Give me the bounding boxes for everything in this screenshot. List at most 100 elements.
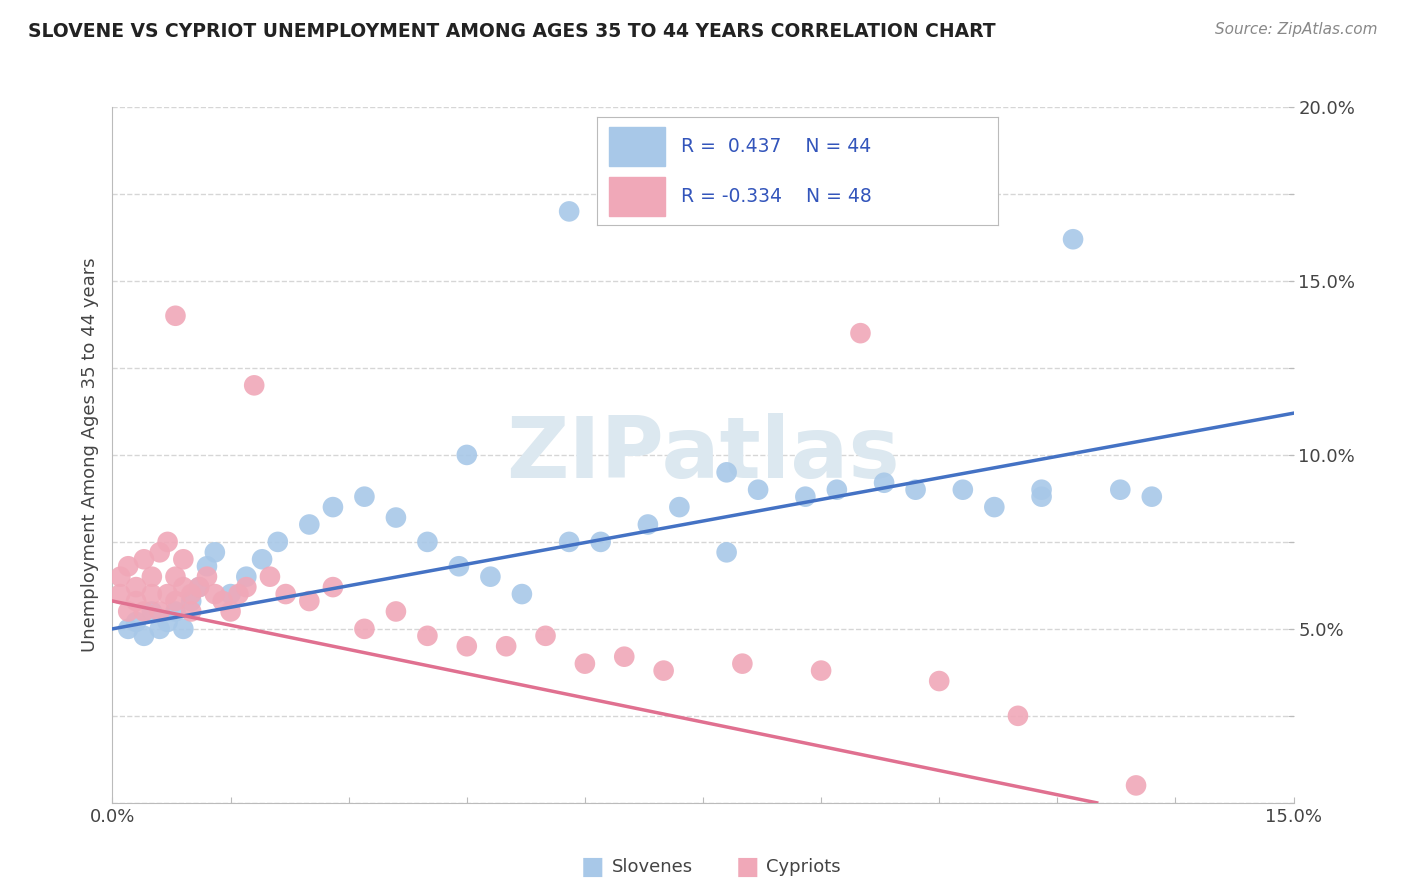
- Point: [873, 475, 896, 490]
- Point: [149, 545, 172, 559]
- Point: [447, 559, 470, 574]
- Point: [125, 594, 148, 608]
- Point: [117, 559, 139, 574]
- Point: [117, 605, 139, 619]
- Point: [195, 559, 218, 574]
- Text: Cypriots: Cypriots: [766, 858, 841, 876]
- Point: [298, 517, 321, 532]
- Point: [416, 534, 439, 549]
- Point: [132, 605, 155, 619]
- Point: [322, 580, 344, 594]
- Point: [156, 615, 179, 629]
- Point: [456, 448, 478, 462]
- Text: ■: ■: [581, 855, 605, 879]
- Point: [132, 552, 155, 566]
- Point: [235, 580, 257, 594]
- Point: [110, 570, 132, 584]
- Point: [250, 552, 273, 566]
- Point: [156, 587, 179, 601]
- Point: [180, 594, 202, 608]
- Point: [125, 615, 148, 629]
- Point: [235, 570, 257, 584]
- Point: [668, 500, 690, 514]
- Point: [928, 674, 950, 689]
- Point: [165, 594, 187, 608]
- Point: [1140, 490, 1163, 504]
- Point: [267, 534, 290, 549]
- Point: [1031, 483, 1053, 497]
- Point: [141, 587, 163, 601]
- Point: [716, 545, 738, 559]
- Point: [204, 545, 226, 559]
- Point: [983, 500, 1005, 514]
- Point: [1007, 708, 1029, 723]
- Point: [228, 587, 250, 601]
- Point: [849, 326, 872, 340]
- Point: [904, 483, 927, 497]
- Point: [385, 510, 408, 524]
- Point: [110, 587, 132, 601]
- Point: [952, 483, 974, 497]
- Point: [204, 587, 226, 601]
- Point: [180, 605, 202, 619]
- Point: [188, 580, 211, 594]
- Point: [172, 622, 194, 636]
- Text: Slovenes: Slovenes: [612, 858, 693, 876]
- Point: [637, 517, 659, 532]
- Point: [385, 605, 408, 619]
- Point: [534, 629, 557, 643]
- Point: [322, 500, 344, 514]
- Point: [172, 552, 194, 566]
- Point: [211, 594, 233, 608]
- Point: [141, 570, 163, 584]
- Point: [165, 309, 187, 323]
- Point: [558, 534, 581, 549]
- Point: [1109, 483, 1132, 497]
- Point: [825, 483, 848, 497]
- Point: [259, 570, 281, 584]
- Point: [558, 204, 581, 219]
- Point: [156, 534, 179, 549]
- Text: SLOVENE VS CYPRIOT UNEMPLOYMENT AMONG AGES 35 TO 44 YEARS CORRELATION CHART: SLOVENE VS CYPRIOT UNEMPLOYMENT AMONG AG…: [28, 22, 995, 41]
- Point: [141, 605, 163, 619]
- Point: [165, 605, 187, 619]
- Text: ZIPatlas: ZIPatlas: [506, 413, 900, 497]
- Y-axis label: Unemployment Among Ages 35 to 44 years: Unemployment Among Ages 35 to 44 years: [80, 258, 98, 652]
- Point: [219, 605, 242, 619]
- Point: [589, 534, 612, 549]
- Point: [810, 664, 832, 678]
- Point: [613, 649, 636, 664]
- Point: [353, 490, 375, 504]
- Point: [149, 605, 172, 619]
- Point: [479, 570, 502, 584]
- Point: [117, 622, 139, 636]
- Point: [132, 629, 155, 643]
- Point: [188, 580, 211, 594]
- Point: [652, 664, 675, 678]
- Point: [794, 490, 817, 504]
- Point: [353, 622, 375, 636]
- Point: [195, 570, 218, 584]
- Text: ■: ■: [735, 855, 759, 879]
- Point: [510, 587, 533, 601]
- Point: [165, 570, 187, 584]
- Point: [574, 657, 596, 671]
- Point: [172, 580, 194, 594]
- Point: [1125, 778, 1147, 792]
- Point: [219, 587, 242, 601]
- Point: [416, 629, 439, 643]
- Text: Source: ZipAtlas.com: Source: ZipAtlas.com: [1215, 22, 1378, 37]
- Point: [1031, 490, 1053, 504]
- Point: [125, 580, 148, 594]
- Point: [180, 587, 202, 601]
- Point: [149, 622, 172, 636]
- Point: [747, 483, 769, 497]
- Point: [495, 639, 517, 653]
- Point: [731, 657, 754, 671]
- Point: [1062, 232, 1084, 246]
- Point: [716, 466, 738, 480]
- Point: [243, 378, 266, 392]
- Point: [274, 587, 297, 601]
- Point: [298, 594, 321, 608]
- Point: [456, 639, 478, 653]
